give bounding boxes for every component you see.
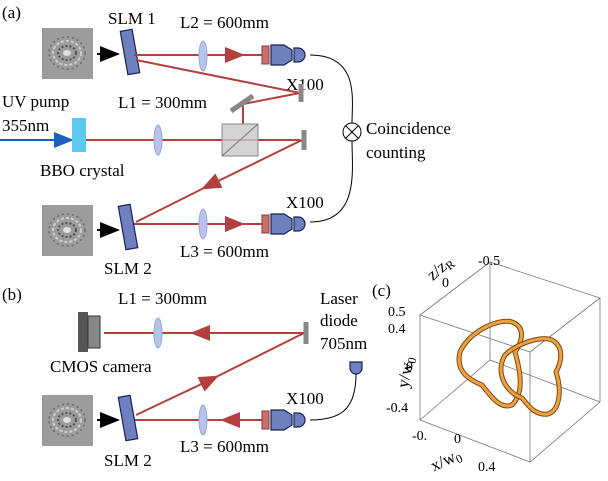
objective-label: X100	[286, 389, 324, 408]
pump-label: UV pump	[2, 92, 69, 111]
slm	[120, 29, 139, 74]
laser-diode	[350, 362, 362, 374]
z-tick-label: -0.5	[478, 254, 500, 269]
axis-title-subscript: 0	[404, 356, 419, 364]
slm	[118, 395, 137, 440]
figure: (a) SLM 1 L2 = 600mm X100 Coincidence co…	[0, 0, 608, 481]
slm	[118, 204, 137, 249]
camera	[78, 312, 100, 352]
fiber-coupler	[262, 214, 305, 234]
lens	[199, 41, 207, 71]
lens-label: L1 = 300mm	[118, 289, 207, 308]
objective-label: X100	[286, 75, 324, 94]
lens	[154, 318, 162, 348]
trajectory	[501, 339, 561, 415]
y-tick-label: -0.4	[386, 401, 408, 416]
fiber-coupler	[262, 45, 305, 65]
coincidence-detector	[343, 123, 361, 141]
axis-title: y/w0	[393, 355, 419, 390]
hologram	[42, 28, 93, 79]
slm-label: SLM 2	[104, 259, 152, 278]
beam	[136, 333, 304, 415]
slm-label: SLM 2	[104, 451, 152, 470]
hologram	[42, 205, 93, 256]
axis-title: x/w0	[427, 445, 464, 477]
lens-label: L3 = 600mm	[180, 437, 269, 456]
y-tick-label: 0.4	[388, 322, 406, 337]
lens	[199, 405, 207, 435]
lens-label: L2 = 600mm	[180, 13, 269, 32]
beam	[136, 140, 302, 222]
slm-label: SLM 1	[108, 9, 156, 28]
panel-a: (a) SLM 1 L2 = 600mm X100 Coincidence co…	[0, 3, 451, 278]
panel-label: (c)	[372, 281, 391, 300]
crystal	[72, 118, 86, 152]
x-tick-label: -0.	[412, 429, 427, 444]
x-tick-label: 0	[454, 432, 461, 447]
laser-label: diode	[320, 311, 358, 330]
camera-label: CMOS camera	[50, 357, 152, 376]
laser-label: Laser	[320, 289, 358, 308]
detector-label: Coincidence	[366, 119, 451, 138]
lens-label: L3 = 600mm	[180, 242, 269, 261]
detector-label: counting	[366, 143, 426, 162]
panel-label: (b)	[2, 285, 22, 304]
pump-wavelength: 355nm	[2, 116, 49, 135]
crystal-label: BBO crystal	[40, 161, 125, 180]
plot-box	[420, 262, 600, 462]
laser-label: 705nm	[320, 334, 367, 353]
x-tick-label: 0.4	[478, 460, 496, 475]
beam-splitter	[222, 124, 258, 156]
hologram	[42, 395, 93, 446]
z-tick-label: 0	[442, 276, 449, 291]
axis-title: z/zR	[423, 252, 458, 286]
panel-c: (c) z/zR -0.5 0 0.5 0.4 0 -0.4 y/w0 -0. …	[372, 252, 600, 477]
fiber-coupler	[262, 410, 305, 430]
axis-title-text: x/w	[427, 447, 459, 475]
panel-b: (b) CMOS camera L1 = 300mm SLM 2 L3 = 60…	[2, 285, 367, 470]
lens-label: L1 = 300mm	[118, 93, 207, 112]
lens	[199, 209, 207, 239]
panel-label: (a)	[2, 3, 21, 22]
lens	[154, 125, 162, 155]
objective-label: X100	[286, 193, 324, 212]
z-tick-label: 0.5	[388, 305, 406, 320]
